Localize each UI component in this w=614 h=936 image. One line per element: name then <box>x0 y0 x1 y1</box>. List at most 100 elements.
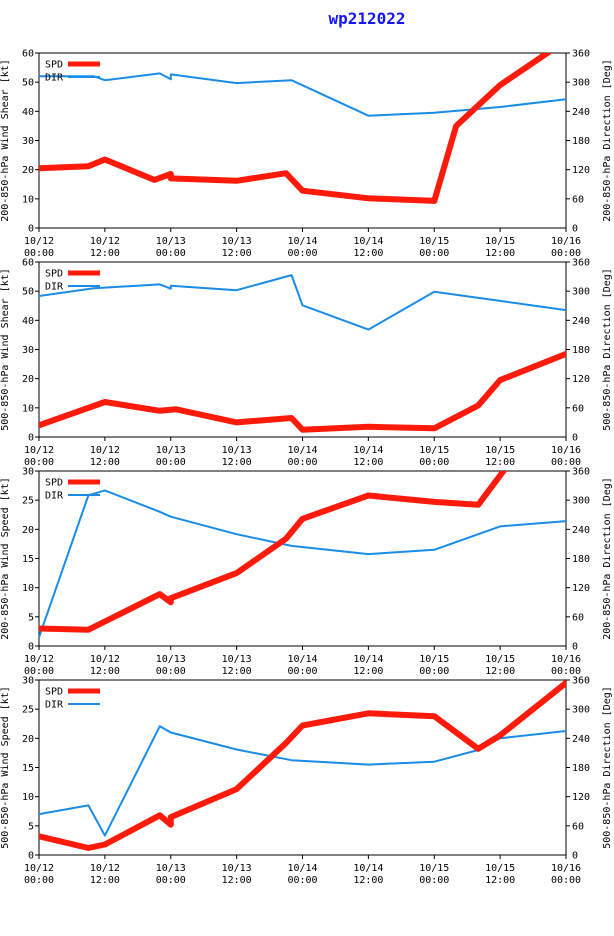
x-tick-label-time: 00:00 <box>419 248 449 259</box>
x-tick-label-date: 10/14 <box>353 654 383 665</box>
y-tick-label: 20 <box>22 734 34 745</box>
y2-tick-label: 360 <box>572 49 590 60</box>
y-tick-label: 0 <box>28 224 34 235</box>
x-tick-label-time: 00:00 <box>156 666 186 677</box>
y2-tick-label: 0 <box>572 433 578 444</box>
y2-tick-label: 360 <box>572 258 590 269</box>
x-tick-label-date: 10/14 <box>353 863 383 874</box>
y-tick-label: 20 <box>22 374 34 385</box>
y-tick-label: 40 <box>22 316 34 327</box>
y-tick-label: 50 <box>22 287 34 298</box>
x-tick-label-time: 00:00 <box>419 875 449 886</box>
y2-tick-label: 0 <box>572 642 578 653</box>
y2-tick-label: 180 <box>572 763 590 774</box>
y2-axis-label: 500-850-hPa Direction [Deg] <box>602 686 613 849</box>
y2-tick-label: 300 <box>572 287 590 298</box>
x-tick-label-date: 10/15 <box>419 863 449 874</box>
x-tick-label-date: 10/14 <box>287 236 317 247</box>
x-tick-label-time: 00:00 <box>287 248 317 259</box>
y-tick-label: 25 <box>22 496 34 507</box>
x-tick-label-time: 12:00 <box>353 875 383 886</box>
x-tick-label-time: 12:00 <box>485 248 515 259</box>
x-tick-label-time: 00:00 <box>24 457 54 468</box>
y2-tick-label: 360 <box>572 676 590 687</box>
x-tick-label-date: 10/15 <box>485 654 515 665</box>
y2-tick-label: 0 <box>572 851 578 862</box>
x-tick-label-time: 12:00 <box>222 248 252 259</box>
x-tick-label-time: 00:00 <box>551 875 581 886</box>
x-tick-label-time: 12:00 <box>485 457 515 468</box>
x-tick-label-date: 10/12 <box>24 445 54 456</box>
y-tick-label: 15 <box>22 763 34 774</box>
x-tick-label-date: 10/14 <box>353 445 383 456</box>
spd-series-line <box>39 471 508 633</box>
x-tick-label-time: 00:00 <box>551 666 581 677</box>
x-tick-label-date: 10/16 <box>551 654 581 665</box>
y-axis-label: 200-850-hPa Wind Speed [kt] <box>0 477 11 640</box>
x-tick-label-date: 10/12 <box>24 654 54 665</box>
y-tick-label: 5 <box>28 612 34 623</box>
x-tick-label-time: 12:00 <box>90 666 120 677</box>
x-tick-label-time: 00:00 <box>156 457 186 468</box>
x-tick-label-date: 10/15 <box>419 236 449 247</box>
x-tick-label-date: 10/15 <box>485 445 515 456</box>
y2-tick-label: 360 <box>572 467 590 478</box>
y2-tick-label: 120 <box>572 374 590 385</box>
legend-label-spd: SPD <box>45 60 63 71</box>
x-tick-label-date: 10/12 <box>24 863 54 874</box>
x-tick-label-date: 10/16 <box>551 236 581 247</box>
legend-label-dir: DIR <box>45 73 64 84</box>
x-tick-label-date: 10/14 <box>287 654 317 665</box>
x-tick-label-time: 12:00 <box>90 248 120 259</box>
x-tick-label-date: 10/13 <box>222 863 252 874</box>
legend-label-spd: SPD <box>45 269 63 280</box>
y2-tick-label: 300 <box>572 78 590 89</box>
x-tick-label-time: 00:00 <box>551 457 581 468</box>
x-tick-label-date: 10/13 <box>156 236 186 247</box>
y-tick-label: 30 <box>22 136 34 147</box>
chart-panel-2: 010203040506060120180240300360010/1200:0… <box>0 258 613 469</box>
plot-area <box>39 680 566 851</box>
y-tick-label: 10 <box>22 194 34 205</box>
y2-tick-label: 60 <box>572 612 584 623</box>
legend-label-spd: SPD <box>45 478 63 489</box>
x-tick-label-date: 10/16 <box>551 445 581 456</box>
x-tick-label-time: 12:00 <box>485 875 515 886</box>
x-tick-label-time: 00:00 <box>24 875 54 886</box>
y-tick-label: 60 <box>22 49 34 60</box>
y-tick-label: 40 <box>22 107 34 118</box>
x-tick-label-date: 10/12 <box>90 445 120 456</box>
dir-series-line <box>39 489 566 639</box>
x-tick-label-time: 00:00 <box>551 248 581 259</box>
y2-tick-label: 60 <box>572 821 584 832</box>
plot-frame <box>38 261 567 438</box>
dir-series-line <box>39 72 566 117</box>
x-tick-label-time: 00:00 <box>419 457 449 468</box>
y-tick-label: 0 <box>28 433 34 444</box>
y-tick-label: 20 <box>22 165 34 176</box>
y-tick-label: 50 <box>22 78 34 89</box>
x-tick-label-date: 10/12 <box>24 236 54 247</box>
x-tick-label-time: 00:00 <box>156 875 186 886</box>
y2-tick-label: 180 <box>572 554 590 565</box>
x-tick-label-time: 12:00 <box>353 666 383 677</box>
x-tick-label-time: 00:00 <box>287 875 317 886</box>
x-tick-label-date: 10/14 <box>353 236 383 247</box>
y2-tick-label: 240 <box>572 734 590 745</box>
x-tick-label-date: 10/15 <box>419 654 449 665</box>
main-title: wp212022 <box>328 9 406 28</box>
y-tick-label: 10 <box>22 792 34 803</box>
y-tick-label: 0 <box>28 851 34 862</box>
x-tick-label-date: 10/13 <box>156 445 186 456</box>
spd-series-line <box>39 680 566 851</box>
x-tick-label-time: 12:00 <box>353 457 383 468</box>
x-tick-label-date: 10/16 <box>551 863 581 874</box>
y2-tick-label: 120 <box>572 583 590 594</box>
y-tick-label: 25 <box>22 705 34 716</box>
y-axis-label: 200-850-hPa Wind Shear [kt] <box>0 59 11 222</box>
x-tick-label-time: 12:00 <box>222 666 252 677</box>
x-tick-label-time: 12:00 <box>222 875 252 886</box>
x-tick-label-date: 10/13 <box>156 863 186 874</box>
chart-panel-4: 05101520253060120180240300360010/1200:00… <box>0 676 613 887</box>
